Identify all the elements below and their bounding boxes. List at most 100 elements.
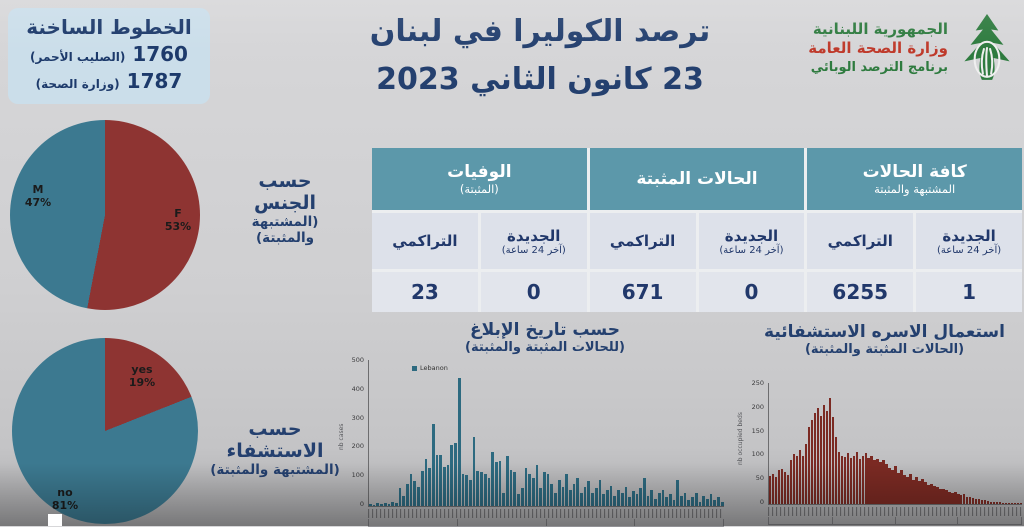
y-tick: 400 xyxy=(351,384,364,393)
cases-chart-legend: Lebanon xyxy=(412,364,448,372)
col-label: الجديدة xyxy=(724,226,779,245)
bar xyxy=(635,494,639,506)
group-title: الحالات المثبتة xyxy=(636,169,758,189)
bar xyxy=(801,455,805,504)
bar xyxy=(960,495,963,504)
bar xyxy=(513,472,517,506)
bar xyxy=(509,469,513,506)
bar xyxy=(885,463,888,504)
hotline-number: 1760 xyxy=(132,42,188,66)
bar xyxy=(646,495,650,506)
bar xyxy=(977,499,981,504)
bar xyxy=(1013,503,1017,504)
bar xyxy=(369,503,372,506)
beds-chart-title: استعمال الاسره الاستشفائية (الحالات المث… xyxy=(745,322,1024,357)
chart-subtitle-text: (الحالات المثبتة والمثبتة) xyxy=(804,342,965,357)
hotlines-box: الخطوط الساخنة 1760 (الصليب الأحمر) 1787… xyxy=(8,8,210,104)
slice-pct: 19% xyxy=(128,376,156,389)
value-all-cumulative: 6255 xyxy=(807,272,914,312)
bar xyxy=(587,481,591,506)
bar xyxy=(873,460,876,504)
bar xyxy=(915,477,918,504)
col-sublabel: (آخر 24 ساعة) xyxy=(501,244,566,256)
bar xyxy=(870,455,873,504)
bar xyxy=(867,458,870,504)
bar xyxy=(846,453,850,504)
column-header-new: الجديدة (آخر 24 ساعة) xyxy=(480,213,587,269)
gender-slice-label-f: F 53% xyxy=(160,207,196,233)
bar xyxy=(933,485,936,504)
bar xyxy=(661,489,665,506)
bar xyxy=(694,492,698,506)
bar xyxy=(983,500,987,504)
y-tick: 150 xyxy=(751,426,764,435)
y-tick: 0 xyxy=(759,497,764,506)
table-group-header-all-cases: كافة الحالات المشتبهة والمثبتة xyxy=(807,148,1022,210)
bar xyxy=(810,419,814,504)
bar xyxy=(948,491,951,504)
bar xyxy=(924,482,927,504)
bar xyxy=(698,501,702,506)
bar xyxy=(683,492,687,506)
bar xyxy=(376,503,380,506)
column-header-cumulative: التراكمي xyxy=(372,213,478,269)
bar xyxy=(639,488,643,506)
bar xyxy=(620,492,624,506)
legend-label: Lebanon xyxy=(420,364,448,372)
bar xyxy=(942,488,945,504)
bar xyxy=(713,500,717,506)
bar xyxy=(837,451,841,504)
bar xyxy=(849,458,853,504)
bar xyxy=(506,456,509,506)
bar xyxy=(888,467,891,504)
bar xyxy=(783,472,787,504)
bar xyxy=(402,495,406,506)
slice-pct: 81% xyxy=(51,499,79,512)
bar xyxy=(517,494,520,506)
bar xyxy=(903,474,906,504)
bar xyxy=(968,496,972,504)
y-tick: 300 xyxy=(351,413,364,422)
y-tick: 100 xyxy=(751,450,764,459)
bar xyxy=(561,487,565,506)
bar xyxy=(900,470,903,504)
col-label: التراكمي xyxy=(827,232,893,250)
hotline-moh: 1787 (وزارة الصحة) xyxy=(8,69,210,93)
group-subtitle: المشتبهة والمثبتة xyxy=(874,182,956,196)
bar xyxy=(804,443,808,504)
bar xyxy=(906,477,909,504)
bar xyxy=(777,470,781,504)
hotline-red-cross: 1760 (الصليب الأحمر) xyxy=(8,42,210,66)
bar xyxy=(843,457,847,504)
bar xyxy=(858,459,862,504)
bar xyxy=(594,488,598,506)
bar xyxy=(450,444,454,506)
bar xyxy=(446,465,450,506)
bar xyxy=(591,492,594,506)
bar xyxy=(372,504,376,506)
bar xyxy=(672,500,676,506)
bar xyxy=(628,497,631,506)
bar xyxy=(598,479,602,506)
value-confirmed-new: 0 xyxy=(698,272,805,312)
value-all-new: 1 xyxy=(916,272,1022,312)
bar xyxy=(798,450,802,504)
bar xyxy=(398,488,402,506)
beds-x-axis-month-groups xyxy=(768,517,1022,525)
bar xyxy=(565,473,568,506)
bar xyxy=(443,466,446,506)
slice-name: M xyxy=(32,183,44,196)
y-tick: 0 xyxy=(359,499,364,508)
white-artifact-block xyxy=(48,514,62,526)
chart-subtitle-text: (للحالات المثبتة والمثبتة) xyxy=(465,340,625,355)
column-header-cumulative: التراكمي xyxy=(807,213,914,269)
bar xyxy=(930,483,933,504)
hotline-label: (وزارة الصحة) xyxy=(35,77,120,91)
col-sublabel: (آخر 24 ساعة) xyxy=(937,244,1002,256)
page-title: ترصد الكوليرا في لبنان 23 كانون الثاني 2… xyxy=(345,8,735,104)
bar xyxy=(807,426,811,504)
bar xyxy=(550,484,554,506)
bar xyxy=(380,504,383,506)
bar xyxy=(424,459,428,506)
